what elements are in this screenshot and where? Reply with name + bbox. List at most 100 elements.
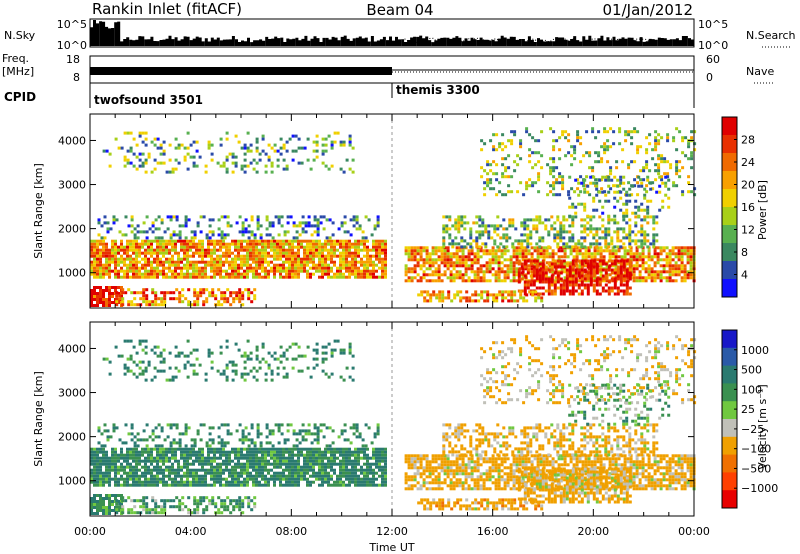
echo-cell <box>674 273 678 277</box>
echo-cell <box>595 289 599 293</box>
echo-cell <box>120 239 123 243</box>
echo-cell <box>613 292 617 296</box>
echo-cell <box>126 480 129 484</box>
echo-cell <box>486 178 490 182</box>
echo-cell <box>102 289 105 292</box>
echo-cell <box>268 224 272 228</box>
echo-cell <box>680 267 684 271</box>
echo-cell <box>603 190 607 194</box>
echo-cell <box>654 142 658 146</box>
echo-cell <box>499 236 503 240</box>
echo-cell <box>204 260 207 264</box>
echo-cell <box>693 142 697 146</box>
echo-cell <box>693 130 697 134</box>
echo-cell <box>458 258 462 262</box>
echo-cell <box>467 249 471 253</box>
echo-cell <box>156 137 160 141</box>
echo-cell <box>665 276 669 280</box>
echo-cell <box>120 468 123 472</box>
echo-cell <box>452 264 456 268</box>
echo-cell <box>225 453 228 457</box>
echo-cell <box>312 158 316 162</box>
echo-cell <box>616 274 620 278</box>
echo-cell <box>686 273 690 277</box>
echo-cell <box>165 260 168 264</box>
echo-cell <box>153 474 156 478</box>
echo-cell <box>594 178 598 182</box>
echo-cell <box>315 254 318 258</box>
echo-cell <box>517 259 521 263</box>
echo-cell <box>294 266 297 270</box>
echo-cell <box>252 474 255 478</box>
echo-cell <box>574 262 578 266</box>
echo-cell <box>96 477 99 481</box>
echo-cell <box>623 246 627 250</box>
echo-cell <box>572 249 576 253</box>
echo-cell <box>315 474 318 478</box>
echo-cell <box>580 224 584 228</box>
echo-cell <box>144 275 147 279</box>
echo-cell <box>552 148 556 152</box>
echo-cell <box>568 280 572 284</box>
echo-cell <box>288 447 291 451</box>
echo-cell <box>610 259 614 263</box>
echo-cell <box>519 142 523 146</box>
echo-cell <box>127 288 131 292</box>
echo-cell <box>571 259 575 263</box>
echo-cell <box>345 474 348 478</box>
echo-cell <box>500 279 504 283</box>
echo-cell <box>457 221 461 225</box>
echo-cell <box>265 218 269 222</box>
echo-cell <box>129 266 132 270</box>
echo-cell <box>244 218 248 222</box>
echo-cell <box>267 254 270 258</box>
echo-cell <box>513 133 517 137</box>
echo-cell <box>258 465 261 469</box>
echo-cell <box>404 246 408 250</box>
echo-cell <box>99 251 102 255</box>
echo-cell <box>210 483 213 487</box>
echo-cell <box>225 131 229 135</box>
echo-cell <box>431 273 435 277</box>
echo-cell <box>500 261 504 265</box>
echo-cell <box>297 257 300 261</box>
echo-cell <box>422 249 426 253</box>
echo-cell <box>658 208 662 212</box>
echo-cell <box>118 294 122 298</box>
echo-cell <box>243 272 246 276</box>
echo-cell <box>519 296 523 300</box>
echo-cell <box>384 242 387 246</box>
echo-cell <box>180 239 183 243</box>
echo-cell <box>455 273 459 277</box>
echo-cell <box>222 462 225 466</box>
echo-cell <box>407 255 411 259</box>
echo-cell <box>511 221 515 225</box>
echo-cell <box>126 269 129 273</box>
echo-cell <box>207 248 210 252</box>
echo-cell <box>360 269 363 273</box>
echo-cell <box>288 257 291 261</box>
echo-cell <box>111 462 114 466</box>
echo-cell <box>279 480 282 484</box>
echo-cell <box>138 251 141 255</box>
echo-cell <box>228 459 231 463</box>
echo-cell <box>273 239 276 243</box>
echo-cell <box>680 249 684 253</box>
echo-cell <box>348 272 351 276</box>
echo-cell <box>460 221 464 225</box>
echo-cell <box>599 249 603 253</box>
echo-cell <box>261 468 264 472</box>
echo-cell <box>99 254 102 258</box>
echo-cell <box>671 258 675 262</box>
echo-cell <box>574 205 578 209</box>
echo-cell <box>246 459 249 463</box>
echo-cell <box>96 239 99 243</box>
echo-cell <box>473 276 477 280</box>
echo-cell <box>342 242 345 246</box>
echo-cell <box>529 218 533 222</box>
echo-cell <box>168 257 171 261</box>
echo-cell <box>446 267 450 271</box>
echo-cell <box>339 254 342 258</box>
echo-cell <box>105 289 108 292</box>
echo-cell <box>668 267 672 271</box>
